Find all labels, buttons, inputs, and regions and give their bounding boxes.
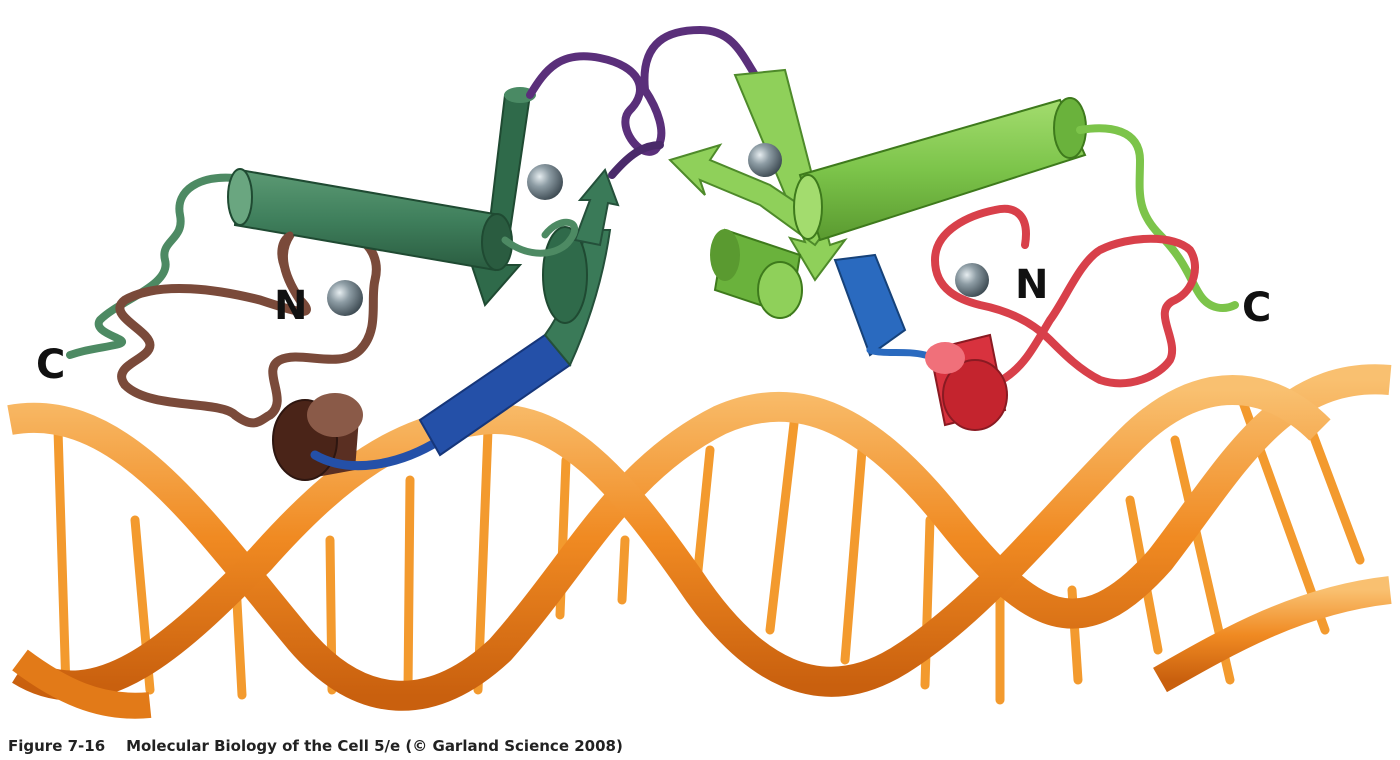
left-brown-loop [115,230,381,428]
dna-backbone-strand-2 [12,375,1331,701]
left-green-linker [501,218,579,257]
dna-backbone-strand-1-head [12,649,152,719]
right-zinc-finger [668,68,1239,431]
zinc-atom-icon [748,143,782,177]
right-red-loop [930,204,1199,388]
zinc-atom-icon [955,263,989,297]
zinc-atom-icon [527,164,563,200]
dna-backbone-strand-2-tail [1153,576,1392,693]
figure-caption-text: Molecular Biology of the Cell 5/e (© Gar… [126,737,623,755]
dna-backbone-strand-1 [7,364,1392,711]
right-c-terminus-label: C [1242,285,1272,331]
left-c-terminus-label: C [36,342,66,388]
left-alpha-helix-cylinder [227,168,513,272]
zinc-atom-icon [327,280,363,316]
left-beta-strand-arrow-up [573,168,620,247]
left-n-terminus-label: N [274,283,308,329]
left-green-loop [66,173,239,359]
left-zinc-finger [66,87,620,481]
right-blue-loop [866,346,929,359]
left-n-terminus-tail [277,231,294,274]
figure-caption: Figure 7-16 Molecular Biology of the Cel… [8,737,623,755]
right-red-helix-cylinder [925,333,1008,431]
figure-number: Figure 7-16 [8,737,106,755]
right-small-helix-cylinder [710,228,803,319]
left-blue-recognition-loop [310,435,445,471]
right-blue-strand [833,253,907,357]
right-green-c-loop [1076,124,1239,312]
dna-double-helix [7,364,1392,719]
purple-linker [526,25,759,156]
right-alpha-helix-cylinder [793,97,1087,242]
right-n-terminus-label: N [1015,262,1049,308]
dna-base-pairs [53,375,1365,705]
left-beta-strand-arrow-down [468,94,532,307]
protein-dna-diagram [7,25,1392,719]
purple-linker-tail [608,141,664,179]
